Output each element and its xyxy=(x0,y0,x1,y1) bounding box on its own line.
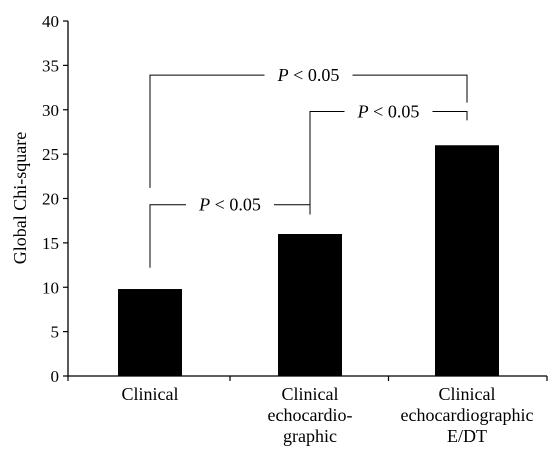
y-tick-label: 40 xyxy=(42,12,59,31)
category-label: Clinical xyxy=(439,384,496,404)
bars xyxy=(118,145,499,376)
category-label: E/DT xyxy=(447,426,487,446)
y-tick-label: 15 xyxy=(42,234,59,253)
y-tick-label: 10 xyxy=(42,278,59,297)
bar-1 xyxy=(118,289,182,376)
significance-bracket xyxy=(309,111,468,210)
y-tick-label: 25 xyxy=(42,145,59,164)
y-axis-label: Global Chi-square xyxy=(10,132,30,264)
significance-label: P < 0.05 xyxy=(198,195,261,215)
bar-2 xyxy=(278,234,342,376)
bar-3 xyxy=(435,145,499,376)
category-labels: Clinical Clinicalechocardio-graphicClinic… xyxy=(122,384,534,446)
significance-label: P < 0.05 xyxy=(357,102,420,122)
y-tick-label: 5 xyxy=(51,323,60,342)
category-label: Clinical xyxy=(122,384,179,404)
significance-label: P < 0.05 xyxy=(277,65,340,85)
category-label: graphic xyxy=(283,426,337,446)
category-label: Clinical xyxy=(282,384,339,404)
significance-bracket xyxy=(149,74,468,188)
y-tick-label: 30 xyxy=(42,101,59,120)
y-tick-label: 35 xyxy=(42,56,59,75)
y-tick-label: 0 xyxy=(51,367,60,386)
y-tick-label: 20 xyxy=(42,190,59,209)
category-label: echocardiographic xyxy=(401,405,534,425)
significance-brackets: P < 0.05 P < 0.05 P < 0.05 xyxy=(149,65,468,268)
category-label: echocardio- xyxy=(268,405,353,425)
